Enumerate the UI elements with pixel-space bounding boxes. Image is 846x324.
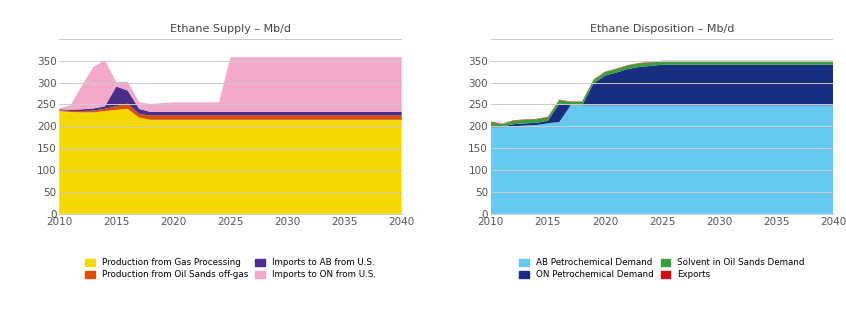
Legend: AB Petrochemical Demand, ON Petrochemical Demand, Solvent in Oil Sands Demand, E: AB Petrochemical Demand, ON Petrochemica… [516,255,808,283]
Title: Ethane Disposition – Mb/d: Ethane Disposition – Mb/d [590,24,734,34]
Title: Ethane Supply – Mb/d: Ethane Supply – Mb/d [170,24,291,34]
Legend: Production from Gas Processing, Production from Oil Sands off-gas, Imports to AB: Production from Gas Processing, Producti… [82,255,379,283]
